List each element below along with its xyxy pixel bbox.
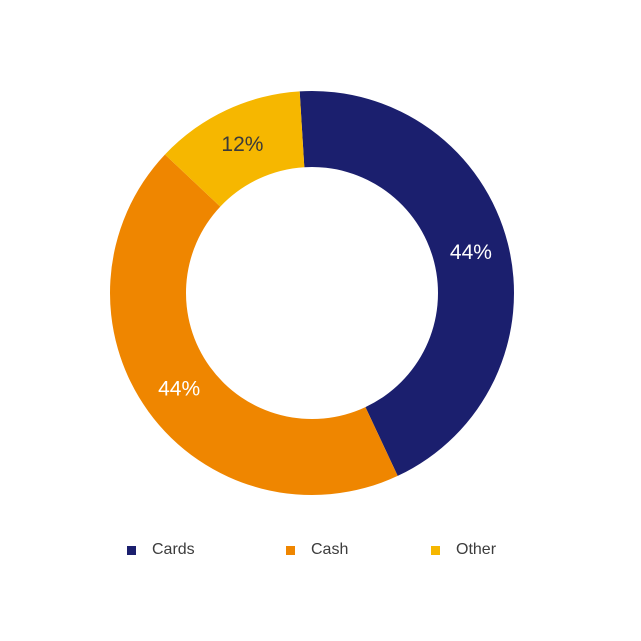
donut-slices [109,91,515,496]
donut-slice-cash [109,154,398,496]
legend-label-cards: Cards [152,541,195,558]
chart-legend: Cards Cash Other [0,537,641,563]
data-label-cash: 44% [158,378,200,401]
legend-label-cash: Cash [311,541,349,558]
data-label-cards: 44% [450,241,492,264]
donut-slice-cards [299,91,515,476]
legend-label-other: Other [456,541,497,558]
legend-item-cards: Cards [127,537,195,563]
data-label-other: 12% [221,133,263,156]
legend-swatch-cash [286,545,295,555]
donut-data-labels: 44% 44% 12% [158,133,492,401]
legend-item-other: Other [431,537,496,563]
legend-swatch-other [431,545,440,555]
legend-swatch-cards [127,545,136,555]
donut-slice-other [164,91,305,207]
legend-item-cash: Cash [286,537,348,563]
